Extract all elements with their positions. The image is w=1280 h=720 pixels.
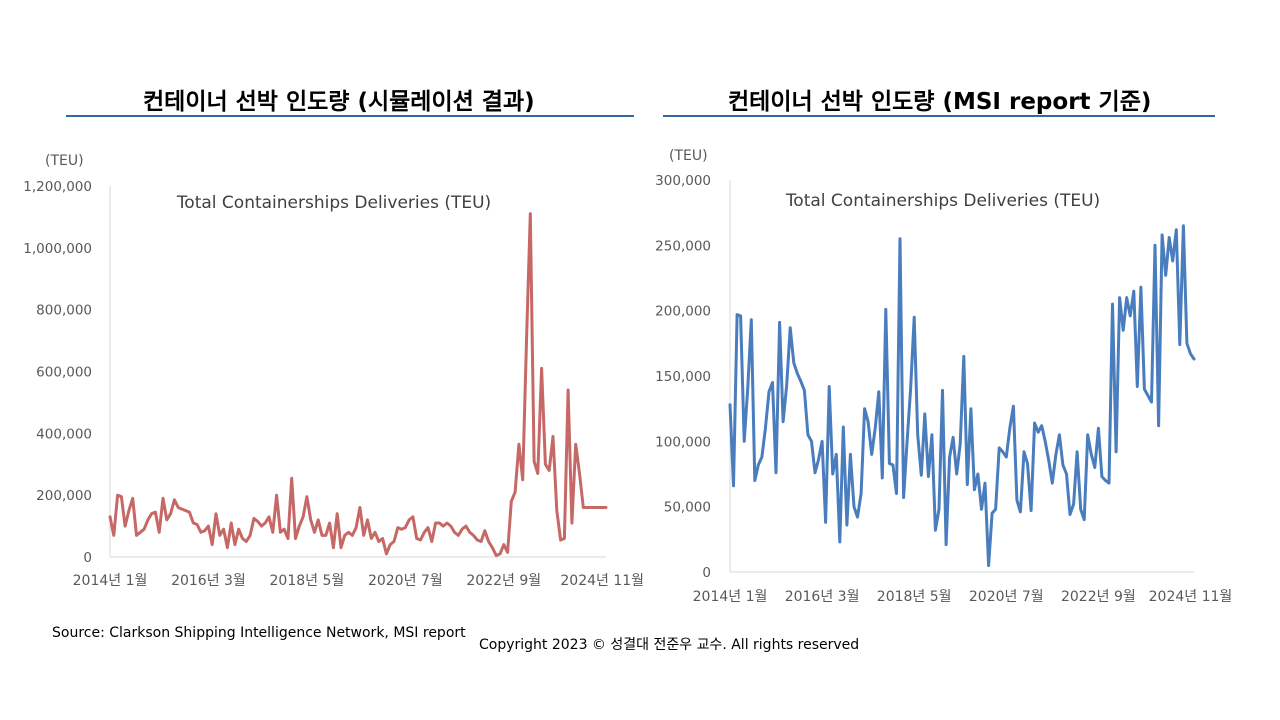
series-line (108, 212, 608, 557)
unit-label: (TEU) (45, 153, 84, 169)
chart-title: Total Containerships Deliveries (TEU) (176, 193, 491, 213)
y-tick-label: 1,000,000 (23, 241, 92, 257)
right-title-rule (663, 115, 1215, 117)
x-tick-label: 2024년 11월 (1149, 589, 1233, 605)
y-tick-label: 0 (702, 565, 711, 581)
y-tick-label: 1,200,000 (23, 179, 92, 195)
x-tick-label: 2020년 7월 (969, 589, 1044, 605)
y-tick-label: 600,000 (36, 365, 92, 381)
y-tick-label: 200,000 (36, 488, 92, 504)
y-tick-label: 150,000 (655, 369, 711, 385)
y-tick-label: 0 (83, 550, 92, 566)
left-panel-title: 컨테이너 선박 인도량 (시뮬레이션 결과) (143, 89, 535, 115)
x-tick-label: 2022년 9월 (1061, 589, 1136, 605)
right-panel-title: 컨테이너 선박 인도량 (MSI report 기준) (728, 89, 1152, 115)
x-tick-label: 2022년 9월 (466, 573, 541, 589)
x-tick-label: 2016년 3월 (785, 589, 860, 605)
y-tick-label: 400,000 (36, 426, 92, 442)
x-tick-label: 2018년 5월 (270, 573, 345, 589)
x-tick-label: 2020년 7월 (368, 573, 443, 589)
copyright-note: Copyright 2023 © 성결대 전준우 교수. All rights … (479, 637, 860, 653)
y-tick-label: 250,000 (655, 238, 711, 254)
x-tick-label: 2016년 3월 (171, 573, 246, 589)
series-line (728, 224, 1196, 567)
unit-label: (TEU) (669, 148, 708, 164)
x-tick-label: 2014년 1월 (693, 589, 768, 605)
y-tick-label: 50,000 (664, 500, 711, 516)
y-tick-label: 200,000 (655, 304, 711, 320)
left-title-rule (66, 115, 634, 117)
y-tick-label: 100,000 (655, 434, 711, 450)
y-tick-label: 300,000 (655, 173, 711, 189)
x-tick-label: 2024년 11월 (560, 573, 644, 589)
x-tick-label: 2014년 1월 (73, 573, 148, 589)
right-chart: 0 50,000 100,000 150,000 200,000 250,000 300,0… (655, 148, 1232, 605)
x-tick-label: 2018년 5월 (877, 589, 952, 605)
source-note: Source: Clarkson Shipping Intelligence N… (52, 625, 466, 641)
left-chart: 0 200,000 400,000 600,000 800,000 1,000,000 1,… (23, 153, 644, 589)
y-tick-label: 800,000 (36, 303, 92, 319)
chart-title: Total Containerships Deliveries (TEU) (785, 191, 1100, 211)
